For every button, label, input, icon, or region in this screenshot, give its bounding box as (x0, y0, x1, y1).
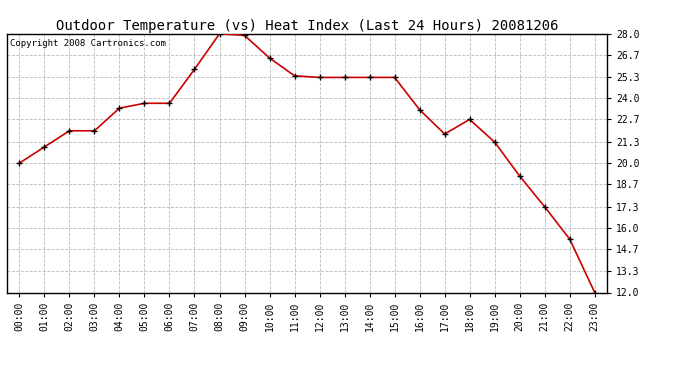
Text: Copyright 2008 Cartronics.com: Copyright 2008 Cartronics.com (10, 39, 166, 48)
Title: Outdoor Temperature (vs) Heat Index (Last 24 Hours) 20081206: Outdoor Temperature (vs) Heat Index (Las… (56, 19, 558, 33)
